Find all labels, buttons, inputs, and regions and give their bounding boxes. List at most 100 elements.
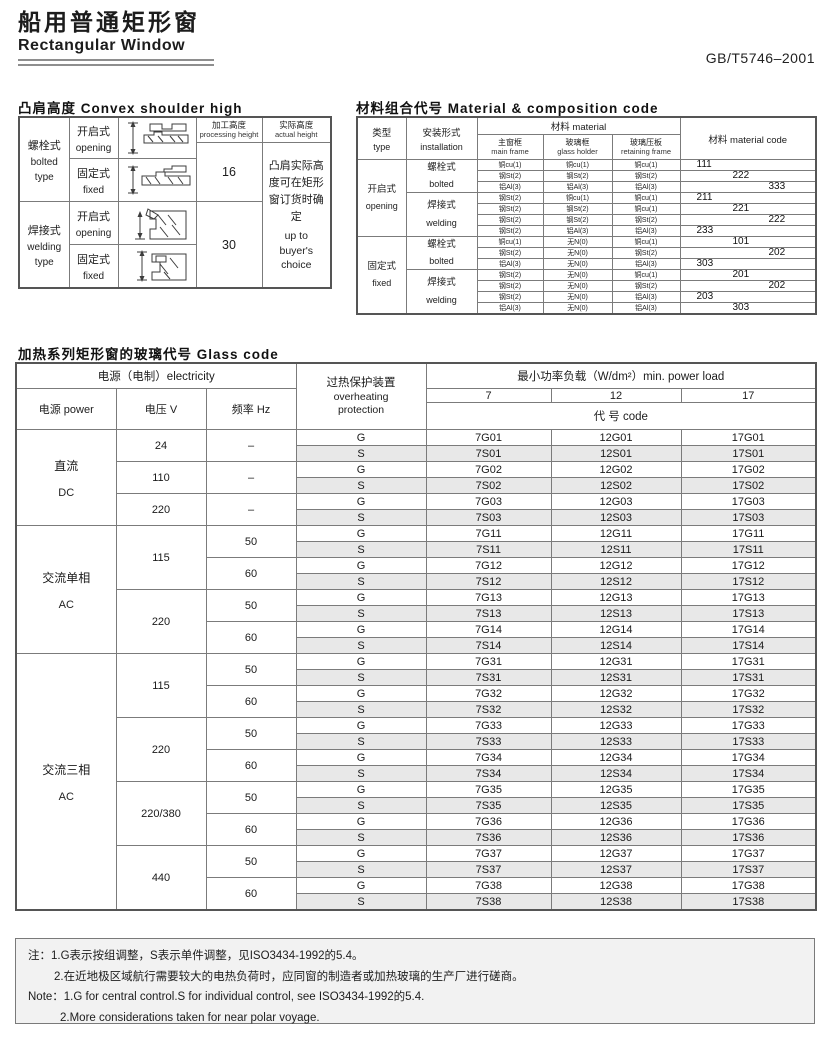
table-row: 60 G 7G36 12G36 17G36 — [16, 813, 817, 846]
material-type-cell-en: opening — [365, 201, 398, 212]
retaining-frame-material-cell: 铝Al(3) — [611, 225, 681, 237]
frequency-cell: – — [205, 461, 297, 494]
material-code-cell: 111 — [679, 159, 817, 171]
glass-holder-material-cell: 铜cu(1) — [542, 159, 613, 171]
retaining-frame-material-cell: 钢St(2) — [611, 247, 681, 259]
material-code-cell: 202 — [679, 247, 817, 259]
protection-mode-cell: G — [295, 429, 427, 446]
bolted-label-en2: type — [34, 171, 54, 183]
table-row: 铝Al(3) 无N(0) 铝Al(3) 303 — [357, 302, 817, 315]
glass-code-7-cell: 7S34 — [425, 765, 552, 782]
table-row: 固定式 fixed — [19, 244, 331, 289]
glass-code-17-cell: 17S35 — [680, 797, 817, 814]
glass-code-17-cell: 17G35 — [680, 781, 817, 798]
main-frame-material-cell: 铜cu(1) — [476, 236, 544, 248]
main-frame-material-cell: 钢St(2) — [476, 291, 544, 303]
table-row: 电源（电制）electricity 过热保护装置 overheating pro… — [15, 362, 817, 430]
retaining-frame-material-cell: 铝Al(3) — [611, 291, 681, 303]
welding-label-en: welding — [27, 241, 62, 253]
protection-mode-cell: S — [295, 829, 427, 846]
glass-code-7-cell: 7G36 — [425, 813, 552, 830]
material-code-cell: 222 — [679, 170, 817, 182]
drawing-cell — [117, 116, 197, 159]
glass-code-12-cell: 12G02 — [550, 461, 682, 478]
glass-code-17-cell: 17S14 — [680, 637, 817, 654]
protection-mode-cell: S — [295, 861, 427, 878]
glass-code-12-cell: 12G38 — [550, 877, 682, 894]
table-row: S 7S14 12S14 17S14 — [16, 637, 817, 654]
table-row: 60 G 7G38 12G38 17G38 — [16, 877, 817, 911]
material-type-cell-en: fixed — [372, 278, 392, 289]
fixed-label-zh: 固定式 — [77, 253, 110, 266]
installation-header-en: installation — [420, 142, 463, 152]
glass-code-12-cell: 12G36 — [550, 813, 682, 830]
protection-mode-cell: S — [295, 701, 427, 718]
glass-code-17-cell: 17S13 — [680, 605, 817, 622]
glass-code-17-cell: 17S32 — [680, 701, 817, 718]
protection-mode-cell: S — [295, 477, 427, 494]
frequency-cell: 50 — [205, 781, 297, 814]
glass-code-7-cell: 7G38 — [425, 877, 552, 894]
bolted-type-cell: 螺栓式 bolted type — [18, 116, 70, 202]
protection-header-en2: protection — [337, 403, 385, 416]
material-code-header: 材料 material code — [679, 116, 817, 160]
glass-code-12-cell: 12G31 — [550, 653, 682, 670]
material-section-title: 材料组合代号 Material & composition code — [356, 101, 659, 116]
convex-section-title: 凸肩高度 Convex shoulder high — [18, 101, 243, 116]
glass-code-7-cell: 7S33 — [425, 733, 552, 750]
table-row: S 7S32 12S32 17S32 — [16, 701, 817, 718]
table-row: S 7S03 12S03 17S03 — [16, 509, 817, 526]
material-install-cell-en: welding — [426, 294, 457, 305]
glass-code-12-cell: 12G11 — [550, 525, 682, 542]
glass-code-17-cell: 17G32 — [680, 685, 817, 702]
glass-code-7-cell: 7S35 — [425, 797, 552, 814]
main-frame-material-cell: 钢St(2) — [476, 214, 544, 226]
main-frame-material-cell: 钢St(2) — [476, 247, 544, 259]
table-row: S 7S02 12S02 17S02 — [16, 477, 817, 494]
voltage-cell: 115 — [115, 653, 207, 718]
table-row: 焊接式 welding 钢St(2) 无N(0) 铜cu(1) 201 — [357, 269, 817, 315]
type-header-zh: 类型 — [372, 128, 392, 139]
glass-code-17-cell: 17S36 — [680, 829, 817, 846]
material-install-cell: 焊接式 welding — [405, 192, 478, 237]
glass-code-table: 电源（电制）electricity 过热保护装置 overheating pro… — [15, 362, 818, 911]
protection-mode-cell: G — [295, 845, 427, 862]
glass-code-7-cell: 7S36 — [425, 829, 552, 846]
page-title-english: Rectangular Window — [18, 37, 186, 55]
main-frame-material-cell: 钢St(2) — [476, 269, 544, 281]
table-row: 220/380 50 G 7G35 12G35 17G35 — [16, 781, 817, 846]
page-title: 船用普通矩形窗 — [18, 9, 200, 35]
glass-code-12-cell: 12G01 — [550, 429, 682, 446]
material-install-cell-zh: 螺栓式 — [427, 161, 456, 173]
main-frame-material-cell: 铜cu(1) — [476, 159, 544, 171]
material-code-table: 类型 type 安装形式 installation 材料 material 材料… — [356, 116, 817, 315]
page-header: 船用普通矩形窗 Rectangular Window — [18, 9, 214, 67]
glass-code-17-cell: 17S02 — [680, 477, 817, 494]
table-row: 代 号 code — [16, 402, 817, 430]
glass-code-17-cell: 17S34 — [680, 765, 817, 782]
voltage-cell: 440 — [115, 845, 207, 911]
welding-label-en2: type — [34, 256, 54, 268]
table-row: S 7S34 12S34 17S34 — [16, 765, 817, 782]
retaining-frame-material-cell: 铜cu(1) — [611, 236, 681, 248]
glass-holder-material-cell: 钢St(2) — [542, 214, 613, 226]
fixed-label-zh: 固定式 — [77, 167, 110, 180]
frequency-cell: 60 — [205, 813, 297, 846]
glass-code-7-cell: 7G01 — [425, 429, 552, 446]
bolted-label-zh: 螺栓式 — [27, 139, 61, 152]
glass-code-12-cell: 12G32 — [550, 685, 682, 702]
glass-code-7-cell: 7G32 — [425, 685, 552, 702]
load-col-12: 12 — [550, 388, 682, 403]
table-row: S 7S35 12S35 17S35 — [16, 797, 817, 814]
main-frame-header-en: main frame — [491, 147, 529, 157]
material-group-header: 材料 material — [476, 116, 681, 135]
glass-code-17-cell: 17G37 — [680, 845, 817, 862]
main-frame-material-cell: 钢St(2) — [476, 170, 544, 182]
note-line-1: 注：1.G表示按组调整，S表示单件调整，见ISO3434-1992的5.4。 — [28, 950, 364, 962]
protection-header: 过热保护装置 overheating protection — [295, 362, 427, 430]
load-col-17: 17 — [680, 388, 817, 403]
glass-code-7-cell: 7S01 — [425, 445, 552, 462]
protection-mode-cell: G — [295, 877, 427, 894]
protection-mode-cell: S — [295, 797, 427, 814]
material-type-cell-zh: 固定式 — [367, 260, 396, 272]
